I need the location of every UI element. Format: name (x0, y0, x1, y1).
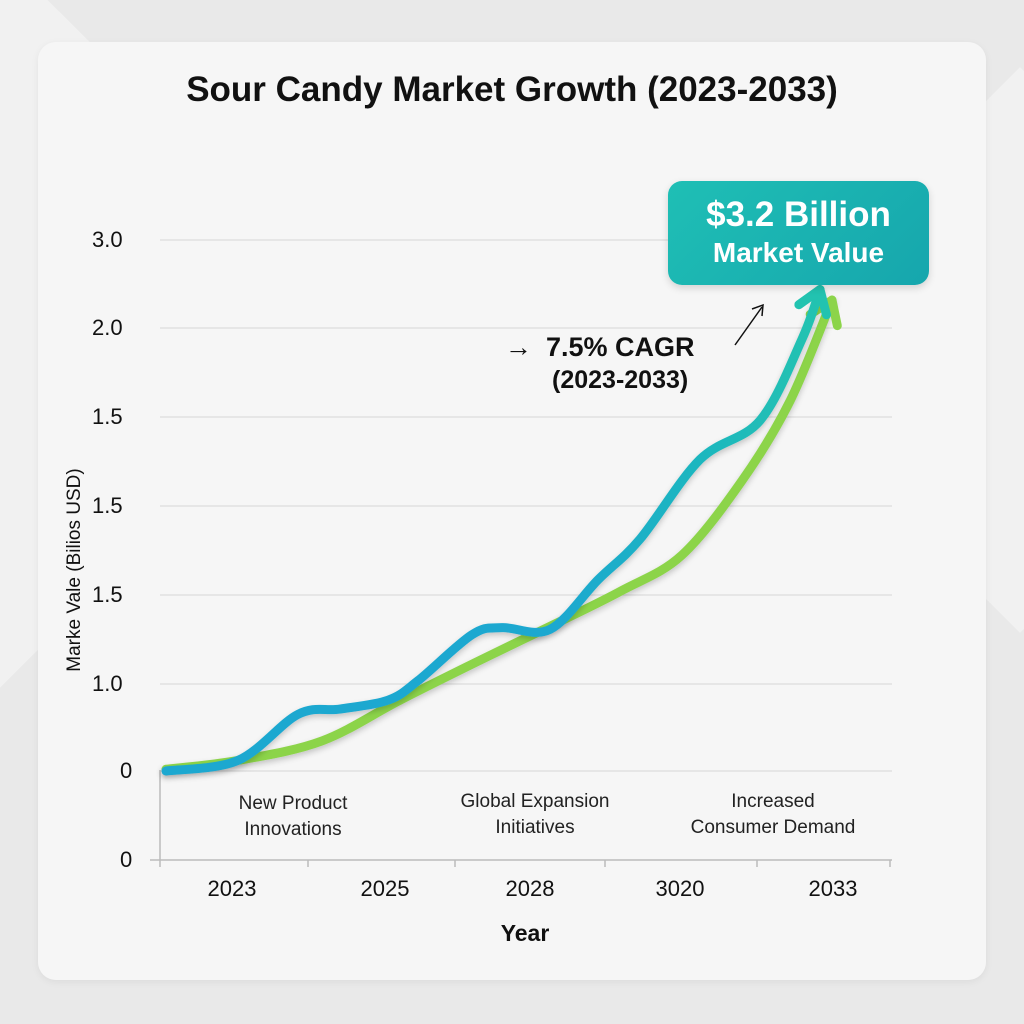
milestone-line: Increased (731, 791, 815, 812)
y-tick-label: 1.5 (92, 582, 123, 607)
series-line-1 (161, 295, 837, 774)
milestone-line: Consumer Demand (690, 817, 856, 838)
x-tick-label: 2023 (207, 876, 257, 901)
milestone-line: Global Expansion (460, 791, 610, 812)
chart-title: Sour Candy Market Growth (2023-2033) (186, 70, 838, 109)
milestone-line: Initiatives (495, 817, 575, 838)
cagr-annotation: → 7.5% CAGR (505, 332, 695, 363)
cagr-value: 7.5% CAGR (546, 332, 695, 362)
y-axis-label: Marke Vale (Bilios USD) (64, 468, 85, 672)
y-tick-label: 2.0 (92, 315, 123, 340)
milestone-line: New Product (238, 793, 348, 814)
y-tick-label: 0 (120, 758, 133, 783)
callout-value: $3.2 Billion (706, 195, 891, 234)
series-line-0 (161, 285, 825, 776)
milestone-line: Innovations (244, 819, 342, 840)
milestone-annotation: Global Expansion Initiatives (461, 789, 610, 841)
y-tick-label: 0 (120, 847, 133, 872)
milestone-annotation: Increased Consumer Demand (691, 789, 856, 841)
y-tick-label: 1.5 (92, 493, 123, 518)
milestone-annotation: New Product Innovations (239, 791, 348, 843)
x-tick-label: 2028 (505, 876, 555, 901)
y-tick-label: 1.5 (92, 404, 123, 429)
x-tick-label: 2025 (360, 876, 410, 901)
x-axis-label: Year (500, 920, 550, 946)
y-tick-label: 1.0 (92, 671, 123, 696)
market-value-callout: $3.2 Billion Market Value (668, 181, 929, 285)
arrow-right-icon: → (505, 332, 532, 362)
callout-subtitle: Market Value (712, 237, 885, 268)
series-arrowhead-0 (794, 285, 825, 310)
callout-pointer-arrow (734, 306, 763, 346)
x-tick-label: 3020 (655, 876, 705, 901)
x-tick-label: 2033 (808, 876, 858, 901)
callout-pointer-arrowhead (751, 303, 764, 317)
cagr-period: (2023-2033) (552, 366, 689, 394)
y-tick-label: 3.0 (92, 227, 123, 252)
